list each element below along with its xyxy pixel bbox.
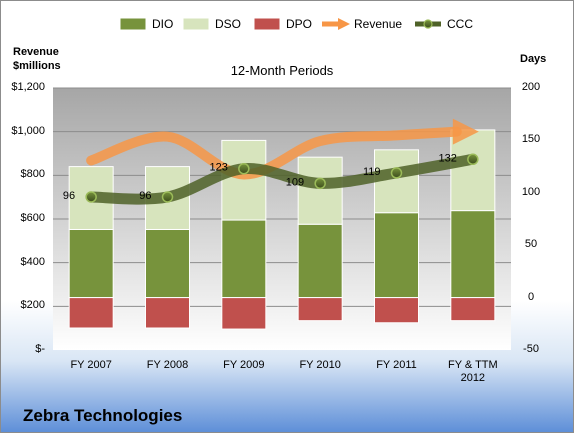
legend-item-dpo: DPO xyxy=(253,17,312,31)
right-tick-label: 200 xyxy=(521,81,541,93)
left-tick-label: $1,200 xyxy=(11,81,45,93)
right-tick-label: -50 xyxy=(523,343,539,355)
bar-dso xyxy=(374,149,419,214)
chart-title: 12-Month Periods xyxy=(230,63,334,78)
bar-dso xyxy=(450,129,496,212)
left-axis-label-1: Revenue xyxy=(13,46,59,58)
left-tick-label: $200 xyxy=(20,299,45,312)
bar-dio xyxy=(450,210,496,299)
ccc-data-label: 96 xyxy=(139,190,151,202)
right-axis-label: Days xyxy=(520,53,547,65)
bar-dpo xyxy=(68,297,114,329)
x-tick-label: FY 2008 xyxy=(146,359,189,371)
right-tick-label: 100 xyxy=(521,185,541,198)
legend-item-ccc: CCC xyxy=(415,17,473,31)
ccc-marker xyxy=(390,167,403,179)
legend-swatch xyxy=(119,17,147,31)
ccc-marker xyxy=(314,177,326,190)
bar-dpo xyxy=(221,297,267,330)
right-tick-label: 50 xyxy=(524,238,538,251)
right-tick-label: 0 xyxy=(527,290,535,303)
x-tick-label: FY & TTM 2012 xyxy=(447,359,498,384)
bar-dio xyxy=(297,223,343,299)
legend-marker xyxy=(423,19,433,29)
x-tick-label: FY 2007 xyxy=(70,359,112,371)
bar-dso xyxy=(297,156,343,225)
bar-dso xyxy=(221,139,267,221)
legend-swatch xyxy=(182,17,210,31)
legend-label: DPO xyxy=(286,17,312,31)
bar-dio xyxy=(68,228,114,299)
x-tick-label: FY 2010 xyxy=(299,359,341,371)
ccc-data-label: 132 xyxy=(438,152,456,164)
left-tick-label: $- xyxy=(35,343,45,355)
ccc-data-label: 96 xyxy=(63,190,75,202)
bar-dio xyxy=(221,219,267,299)
ccc-marker xyxy=(161,191,174,203)
legend-item-dio: DIO xyxy=(119,17,173,31)
legend-arrowhead xyxy=(338,18,350,30)
company-name: Zebra Technologies xyxy=(23,406,183,425)
ccc-marker xyxy=(467,153,479,166)
ccc-data-label: 109 xyxy=(286,176,304,188)
x-tick-label: FY 2009 xyxy=(223,359,265,371)
bar-dio xyxy=(374,212,419,299)
legend-label: CCC xyxy=(447,17,473,31)
ccc-marker xyxy=(238,162,250,175)
bar-dpo xyxy=(145,297,190,329)
right-tick-label: 150 xyxy=(521,133,541,146)
bar-dpo xyxy=(374,297,419,324)
bar-dpo xyxy=(450,297,496,322)
ccc-data-label: 119 xyxy=(363,166,381,178)
left-axis-label-2: $millions xyxy=(13,60,61,72)
bar-dpo xyxy=(297,297,343,322)
ccc-marker xyxy=(85,191,97,203)
ccc-data-label: 123 xyxy=(209,162,227,174)
legend-label: DSO xyxy=(215,17,241,31)
bar-dio xyxy=(145,228,190,299)
left-tick-label: $400 xyxy=(20,255,45,268)
legend-swatch xyxy=(253,17,281,31)
legend-label: Revenue xyxy=(354,17,402,31)
left-tick-label: $600 xyxy=(20,212,45,224)
revenue-arrowhead xyxy=(452,118,479,145)
left-tick-label: $1,000 xyxy=(11,124,45,137)
legend-label: DIO xyxy=(152,17,173,31)
legend-item-dso: DSO xyxy=(182,17,241,31)
x-tick-label: FY 2011 xyxy=(376,359,417,371)
legend-item-revenue: Revenue xyxy=(322,17,402,31)
left-tick-label: $800 xyxy=(20,168,45,181)
